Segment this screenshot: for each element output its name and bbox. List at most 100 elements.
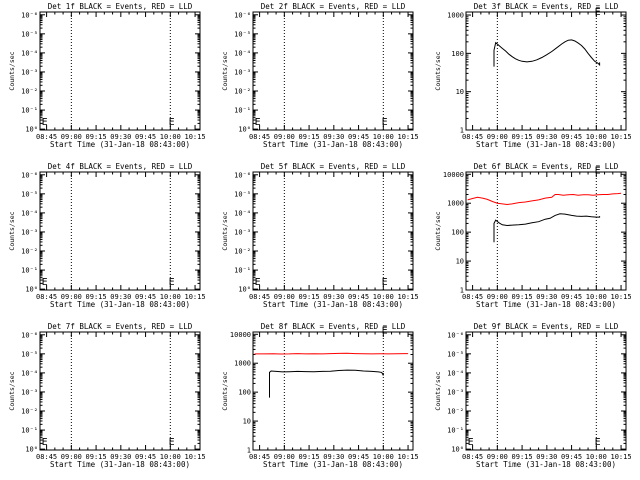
y-tick-label: 10⁰ bbox=[238, 126, 251, 134]
annotation-E: E bbox=[42, 437, 48, 448]
y-tick-label: 10⁻⁶ bbox=[234, 11, 251, 19]
y-tick-label: 10⁻² bbox=[234, 88, 251, 96]
plot-title: Det 8f BLACK = Events, RED = LLD bbox=[261, 322, 406, 331]
y-tick-label: 10⁻⁵ bbox=[447, 350, 464, 358]
x-tick-label: 10:15 bbox=[185, 453, 206, 461]
x-axis-label: Start Time (31-Jan-18 08:43:00) bbox=[476, 460, 616, 469]
x-tick-label: 09:00 bbox=[274, 133, 295, 141]
x-tick-label: 09:30 bbox=[536, 293, 557, 301]
series-line-red bbox=[254, 352, 409, 355]
annotation-E: E bbox=[382, 117, 388, 128]
y-axis-label: Counts/sec bbox=[8, 51, 16, 90]
x-tick-label: 10:15 bbox=[185, 293, 206, 301]
plot-frame bbox=[465, 171, 627, 291]
y-tick-label: 10⁻¹ bbox=[21, 267, 38, 275]
plot-title: Det 7f BLACK = Events, RED = LLD bbox=[48, 322, 193, 331]
y-tick-label: 10⁰ bbox=[25, 126, 38, 134]
x-tick-label: 09:30 bbox=[536, 453, 557, 461]
y-tick-label: 10⁻³ bbox=[447, 388, 464, 396]
y-tick-label: 1 bbox=[247, 447, 251, 455]
y-axis-label: Counts/sec bbox=[434, 211, 442, 250]
annotation-E: E bbox=[595, 166, 601, 177]
x-tick-label: 08:45 bbox=[462, 293, 483, 301]
x-tick-label: 09:30 bbox=[323, 133, 344, 141]
x-axis-label: Start Time (31-Jan-18 08:43:00) bbox=[476, 300, 616, 309]
x-tick-label: 09:45 bbox=[561, 133, 582, 141]
plot-panel-6: Det 6f BLACK = Events, RED = LLD 1 10 100 10… bbox=[434, 162, 632, 309]
x-tick-label: 09:30 bbox=[323, 293, 344, 301]
plot-title: Det 6f BLACK = Events, RED = LLD bbox=[474, 162, 619, 171]
x-tick-label: 09:00 bbox=[487, 133, 508, 141]
annotation-E: E bbox=[169, 277, 175, 288]
x-tick-label: 08:45 bbox=[462, 453, 483, 461]
x-axis-label: Start Time (31-Jan-18 08:43:00) bbox=[476, 140, 616, 149]
y-tick-label: 10⁻² bbox=[21, 248, 38, 256]
plot-panel-9: Det 9f BLACK = Events, RED = LLD 10⁰ 10⁻¹ 1… bbox=[434, 322, 632, 469]
y-tick-label: 10⁻⁵ bbox=[21, 350, 38, 358]
x-tick-label: 10:15 bbox=[185, 133, 206, 141]
x-tick-label: 10:15 bbox=[398, 453, 419, 461]
annotation-E: E bbox=[382, 277, 388, 288]
annotation-E: E bbox=[169, 437, 175, 448]
x-tick-label: 10:15 bbox=[611, 293, 632, 301]
x-tick-label: 08:45 bbox=[36, 453, 57, 461]
plot-panel-3: Det 3f BLACK = Events, RED = LLD 1 10 100 10… bbox=[434, 2, 632, 149]
x-tick-label: 10:15 bbox=[398, 133, 419, 141]
plot-title: Det 3f BLACK = Events, RED = LLD bbox=[474, 2, 619, 11]
x-tick-label: 09:00 bbox=[274, 293, 295, 301]
y-tick-label: 1000 bbox=[447, 12, 464, 20]
y-tick-label: 10⁻¹ bbox=[21, 107, 38, 115]
x-tick-label: 09:45 bbox=[561, 453, 582, 461]
plot-panel-1: Det 1f BLACK = Events, RED = LLD 10⁰ 10⁻¹ 1… bbox=[8, 2, 206, 149]
x-tick-label: 09:45 bbox=[135, 133, 156, 141]
x-axis-label: Start Time (31-Jan-18 08:43:00) bbox=[50, 460, 190, 469]
series-line-red bbox=[467, 192, 622, 206]
y-tick-label: 10⁻⁶ bbox=[447, 331, 464, 339]
x-tick-label: 09:45 bbox=[348, 293, 369, 301]
annotation-E: E bbox=[468, 437, 474, 448]
x-tick-label: 10:00 bbox=[373, 293, 394, 301]
plot-frame bbox=[252, 331, 414, 451]
x-tick-label: 09:15 bbox=[512, 453, 533, 461]
x-tick-label: 09:15 bbox=[86, 133, 107, 141]
y-tick-label: 10⁻¹ bbox=[234, 107, 251, 115]
x-tick-label: 10:00 bbox=[160, 453, 181, 461]
plot-frame bbox=[252, 171, 414, 291]
x-tick-label: 08:45 bbox=[462, 133, 483, 141]
plot-panel-7: Det 7f BLACK = Events, RED = LLD 10⁰ 10⁻¹ 1… bbox=[8, 322, 206, 469]
plot-frame bbox=[465, 11, 627, 131]
y-tick-label: 100 bbox=[451, 50, 464, 58]
x-tick-label: 09:00 bbox=[274, 453, 295, 461]
x-tick-label: 09:30 bbox=[110, 133, 131, 141]
y-tick-label: 10⁻⁶ bbox=[21, 171, 38, 179]
x-tick-label: 10:00 bbox=[586, 133, 607, 141]
plot-title: Det 2f BLACK = Events, RED = LLD bbox=[261, 2, 406, 11]
plot-frame bbox=[39, 171, 201, 291]
x-tick-label: 10:15 bbox=[611, 453, 632, 461]
x-tick-label: 09:30 bbox=[110, 293, 131, 301]
plot-panel-4: Det 4f BLACK = Events, RED = LLD 10⁰ 10⁻¹ 1… bbox=[8, 162, 206, 309]
y-tick-label: 100 bbox=[238, 389, 251, 397]
y-tick-label: 10⁻⁴ bbox=[447, 369, 464, 377]
annotation-E: E bbox=[595, 7, 601, 18]
annotation-E: E bbox=[42, 277, 48, 288]
y-tick-label: 10⁰ bbox=[25, 446, 38, 454]
x-tick-label: 09:15 bbox=[86, 293, 107, 301]
x-tick-label: 09:30 bbox=[323, 453, 344, 461]
y-tick-label: 10⁻² bbox=[21, 408, 38, 416]
x-tick-label: 10:15 bbox=[611, 133, 632, 141]
y-tick-label: 10⁻⁶ bbox=[234, 171, 251, 179]
x-tick-label: 09:15 bbox=[86, 453, 107, 461]
y-tick-label: 10 bbox=[456, 88, 464, 96]
y-tick-label: 10⁻⁶ bbox=[21, 331, 38, 339]
series-line-black bbox=[493, 39, 601, 67]
plot-frame bbox=[465, 331, 627, 451]
x-tick-label: 10:00 bbox=[586, 293, 607, 301]
x-tick-label: 08:45 bbox=[36, 133, 57, 141]
plot-panel-8: Det 8f BLACK = Events, RED = LLD 1 10 100 10… bbox=[221, 322, 419, 469]
plot-frame bbox=[39, 331, 201, 451]
x-axis-label: Start Time (31-Jan-18 08:43:00) bbox=[263, 140, 403, 149]
x-tick-label: 09:15 bbox=[299, 133, 320, 141]
x-tick-label: 09:15 bbox=[299, 453, 320, 461]
annotation-E: E bbox=[169, 117, 175, 128]
